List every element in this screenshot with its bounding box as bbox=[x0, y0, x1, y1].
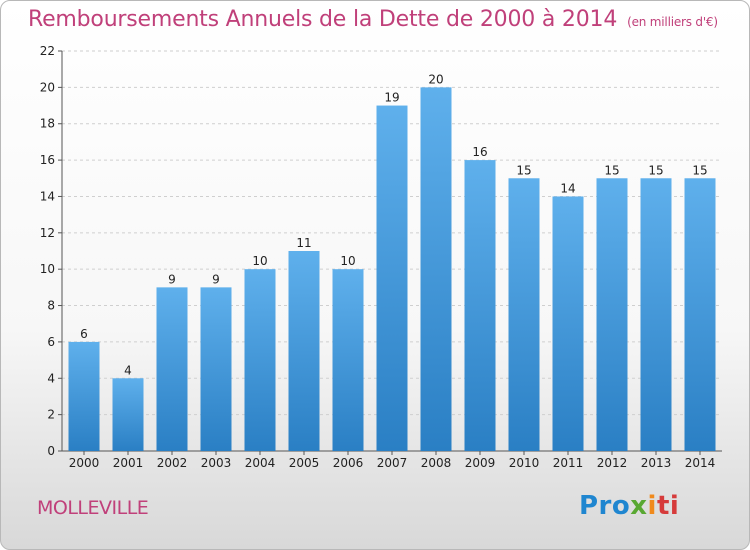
bar-2001 bbox=[112, 378, 144, 451]
bar-2003 bbox=[200, 287, 232, 451]
y-tick-label-0: 0 bbox=[47, 444, 55, 458]
bars bbox=[68, 87, 716, 452]
x-tick-label-2010: 2010 bbox=[509, 456, 540, 470]
value-label-2003: 9 bbox=[212, 272, 220, 286]
bar-2002 bbox=[156, 287, 188, 451]
value-label-2008: 20 bbox=[428, 72, 443, 86]
y-tick-label-10: 10 bbox=[40, 262, 55, 276]
x-tick-label-2009: 2009 bbox=[465, 456, 496, 470]
bar-2012 bbox=[596, 178, 628, 452]
value-label-2014: 15 bbox=[692, 163, 707, 177]
proxiti-logo: Proxiti bbox=[579, 491, 680, 521]
x-tick-label-2007: 2007 bbox=[377, 456, 408, 470]
bar-2010 bbox=[508, 178, 540, 452]
y-tick-label-20: 20 bbox=[40, 80, 55, 94]
bar-2014 bbox=[684, 178, 716, 452]
bar-2008 bbox=[420, 87, 452, 451]
x-tick-label-2000: 2000 bbox=[69, 456, 100, 470]
value-label-2013: 15 bbox=[648, 163, 663, 177]
x-tick-label-2005: 2005 bbox=[289, 456, 320, 470]
y-tick-label-22: 22 bbox=[40, 44, 55, 58]
commune-name: MOLLEVILLE bbox=[37, 497, 149, 519]
x-tick-label-2004: 2004 bbox=[245, 456, 276, 470]
value-label-2000: 6 bbox=[80, 327, 88, 341]
y-tick-label-18: 18 bbox=[40, 117, 55, 131]
bar-2004 bbox=[244, 269, 276, 451]
bar-2011 bbox=[552, 196, 584, 451]
x-tick-label-2012: 2012 bbox=[597, 456, 628, 470]
x-tick-label-2006: 2006 bbox=[333, 456, 364, 470]
bar-2009 bbox=[464, 160, 496, 451]
value-label-2006: 10 bbox=[340, 254, 355, 268]
y-tick-label-14: 14 bbox=[40, 189, 55, 203]
value-label-2004: 10 bbox=[252, 254, 267, 268]
bar-2007 bbox=[376, 105, 408, 451]
chart-title: Remboursements Annuels de la Dette de 20… bbox=[28, 7, 718, 32]
x-tick-label-2014: 2014 bbox=[685, 456, 716, 470]
y-tick-label-6: 6 bbox=[47, 335, 55, 349]
value-label-2010: 15 bbox=[516, 163, 531, 177]
unit-label: (en milliers d'€) bbox=[627, 15, 718, 29]
x-tick-label-2001: 2001 bbox=[113, 456, 144, 470]
y-tick-label-4: 4 bbox=[47, 371, 55, 385]
value-label-2012: 15 bbox=[604, 163, 619, 177]
labels: 0 2 4 6 8 10 12 14 16 18 20 22 6 2000 4 2001 9 2002 9 2003 1… bbox=[40, 44, 716, 470]
x-tick-label-2013: 2013 bbox=[641, 456, 672, 470]
x-tick-label-2003: 2003 bbox=[201, 456, 232, 470]
value-label-2005: 11 bbox=[296, 236, 311, 250]
bar-2013 bbox=[640, 178, 672, 452]
y-tick-label-2: 2 bbox=[47, 408, 55, 422]
value-label-2001: 4 bbox=[124, 363, 132, 377]
bar-2000 bbox=[68, 341, 100, 451]
y-tick-label-8: 8 bbox=[47, 299, 55, 313]
x-tick-label-2011: 2011 bbox=[553, 456, 584, 470]
value-label-2011: 14 bbox=[560, 181, 575, 195]
bar-2005 bbox=[288, 251, 320, 451]
bar-2006 bbox=[332, 269, 364, 451]
value-label-2009: 16 bbox=[472, 145, 487, 159]
x-tick-label-2002: 2002 bbox=[157, 456, 188, 470]
x-tick-label-2008: 2008 bbox=[421, 456, 452, 470]
y-tick-label-16: 16 bbox=[40, 153, 55, 167]
title-text: Remboursements Annuels de la Dette de 20… bbox=[28, 7, 618, 32]
y-tick-label-12: 12 bbox=[40, 226, 55, 240]
value-label-2002: 9 bbox=[168, 272, 176, 286]
value-label-2007: 19 bbox=[384, 91, 399, 105]
